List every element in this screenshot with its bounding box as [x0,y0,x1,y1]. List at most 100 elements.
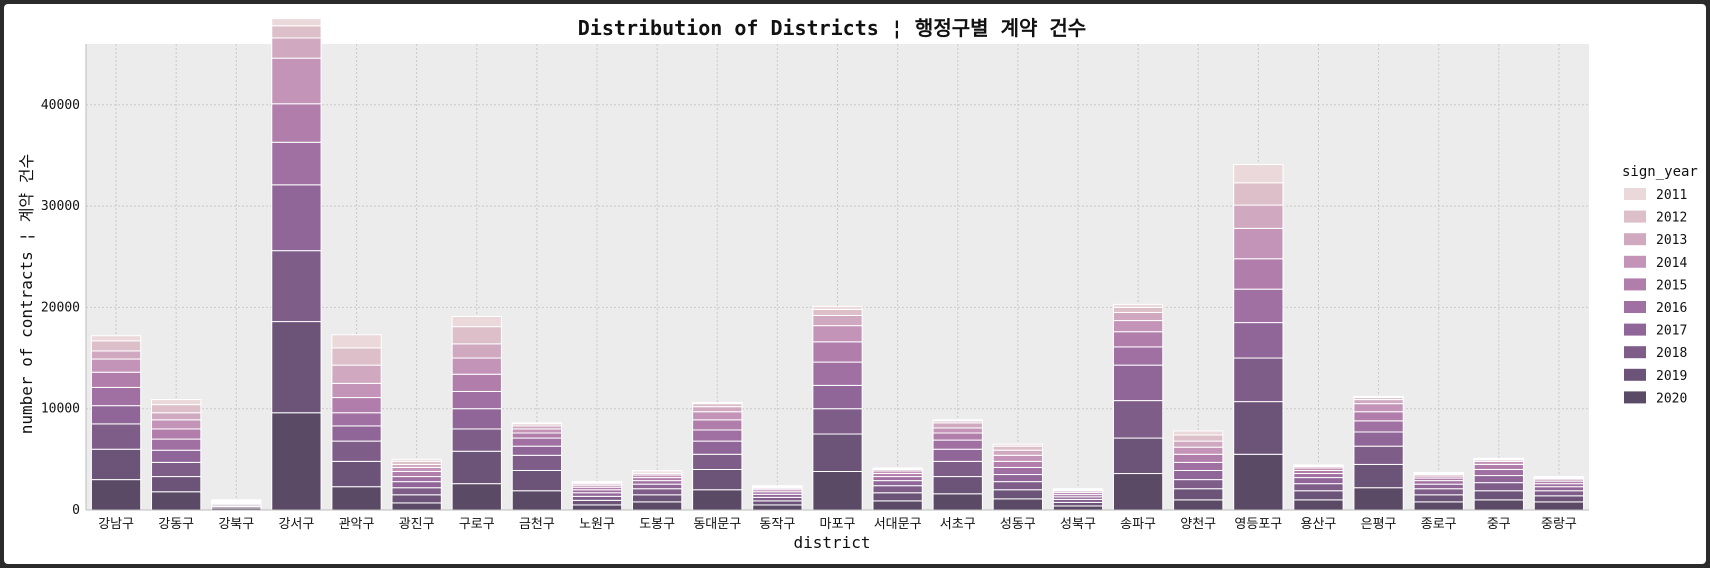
x-axis-label: district [793,533,870,552]
bar-segment [452,374,501,391]
bar-segment [1113,347,1162,365]
bar-segment [91,406,140,424]
bar-segment [1113,365,1162,400]
bar-segment [152,477,201,492]
bar-segment [873,486,922,493]
bar-segment [813,326,862,342]
legend-label: 2016 [1656,301,1687,316]
x-tick-label: 성북구 [1060,517,1096,532]
bar-segment [272,185,321,251]
bar-segment [693,412,742,420]
bar-segment [392,488,441,495]
x-tick-label: 강서구 [278,517,314,532]
bar-segment [1354,446,1403,464]
bar-segment [753,497,802,501]
bar-segment [452,429,501,451]
bar-segment [1174,480,1223,489]
bar-segment [693,441,742,454]
bar-segment [152,462,201,476]
bar-segment [452,344,501,358]
bar-segment [813,306,862,309]
bar-segment [1534,491,1583,496]
bar-segment [91,449,140,479]
bar-segment [873,501,922,510]
bar-segment [873,477,922,481]
legend-swatch [1624,369,1646,381]
x-tick-label: 강북구 [218,517,254,532]
bar-segment [632,484,681,489]
bar-segment [933,423,982,428]
bar-segment [512,491,561,510]
bar-segment [392,459,441,461]
legend-label: 2011 [1656,188,1687,203]
bar-segment [452,327,501,344]
legend-swatch [1624,324,1646,336]
bar-segment [91,480,140,510]
bar-segment [512,446,561,455]
x-tick-label: 마포구 [820,517,856,532]
stacked-bar-chart: Distribution of Districts ¦ 행정구별 계약 건수 0… [4,4,1706,564]
bar-segment [1294,500,1343,510]
bar-segment [1113,304,1162,307]
bar-segment [1474,483,1523,491]
bar-segment [1234,259,1283,289]
bar-segment [1354,412,1403,421]
bar-segment [392,467,441,471]
y-axis-label: number of contracts ¦ 계약 건수 [17,154,36,434]
bar-segment [933,494,982,510]
legend-label: 2012 [1656,211,1687,226]
y-tick-label: 30000 [41,199,80,214]
bar-segment [1234,165,1283,183]
bar-segment [1294,478,1343,484]
bar-segment [572,505,621,510]
bar-segment [512,438,561,446]
bar-segment [933,428,982,433]
bar-segment [91,351,140,359]
bar-segment [933,420,982,421]
legend-label: 2013 [1656,233,1687,248]
bar-segment [332,426,381,441]
legend: sign_year 2011 2012 2013 2014 2015 2016 2017 20… [1622,164,1698,406]
bar-segment [813,409,862,434]
bar-segment [993,450,1042,455]
bar-segment [693,420,742,430]
bar-segment [1414,489,1463,495]
x-tick-label: 송파구 [1120,517,1156,532]
bar-segment [873,493,922,501]
x-tick-label: 중랑구 [1541,517,1577,532]
bar-segment [1234,454,1283,510]
bar-segment [152,413,201,420]
x-tick-label: 서초구 [940,517,976,532]
bar-segment [1354,397,1403,398]
bar-segment [993,446,1042,450]
bar-segment [1234,289,1283,322]
bar-segment [1414,481,1463,485]
legend-swatch [1624,188,1646,200]
bar-segment [572,500,621,505]
y-tick-label: 20000 [41,300,80,315]
bar-segment [753,505,802,510]
bar-segment [1174,431,1223,435]
bar-segment [933,477,982,494]
bar-segment [332,398,381,413]
bar-segment [452,451,501,483]
bar-segment [272,142,321,185]
bar-segment [1354,432,1403,446]
bar-segment [1113,474,1162,510]
bar-segment [693,490,742,510]
legend-swatch [1624,346,1646,358]
bar-segment [1294,491,1343,500]
bar-segment [152,429,201,439]
plot-area: 0 10000 20000 30000 40000 강남구 강동구 강북구 강서구 관악구 광진구 구… [41,19,1589,532]
x-tick-label: 금천구 [519,517,555,532]
bar-segment [693,430,742,441]
bar-segment [693,469,742,489]
bar-segment [452,409,501,429]
bar-segment [753,501,802,505]
x-tick-label: 강동구 [158,517,194,532]
bar-segment [1234,323,1283,358]
bar-segment [933,449,982,461]
bar-segment [1294,484,1343,491]
legend-swatch [1624,391,1646,403]
bar-segment [1534,502,1583,510]
